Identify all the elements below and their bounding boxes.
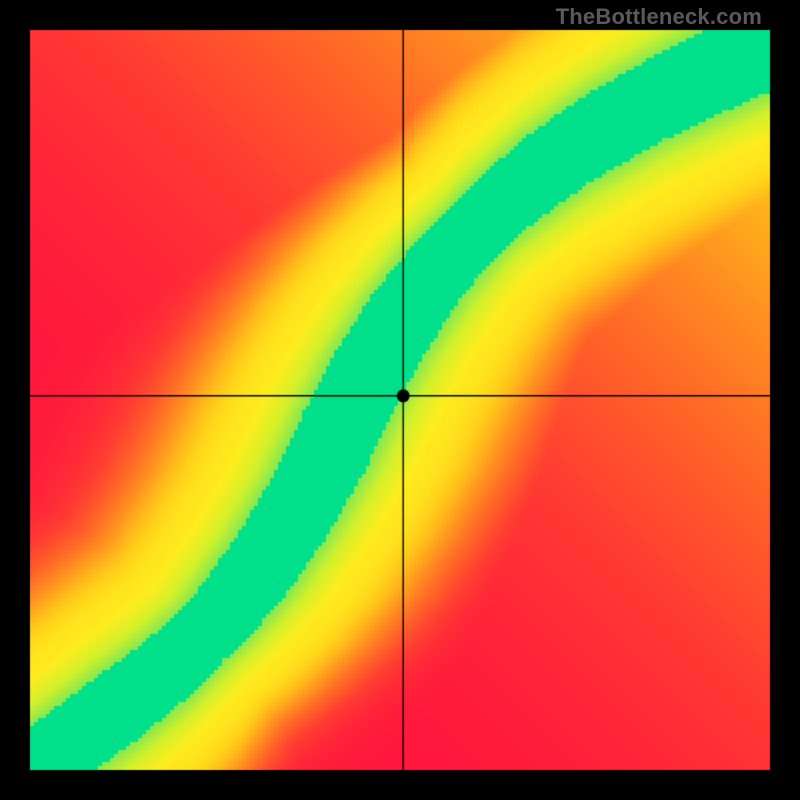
bottleneck-heatmap-canvas [0, 0, 800, 800]
watermark-text: TheBottleneck.com [556, 4, 762, 30]
chart-frame: TheBottleneck.com [0, 0, 800, 800]
